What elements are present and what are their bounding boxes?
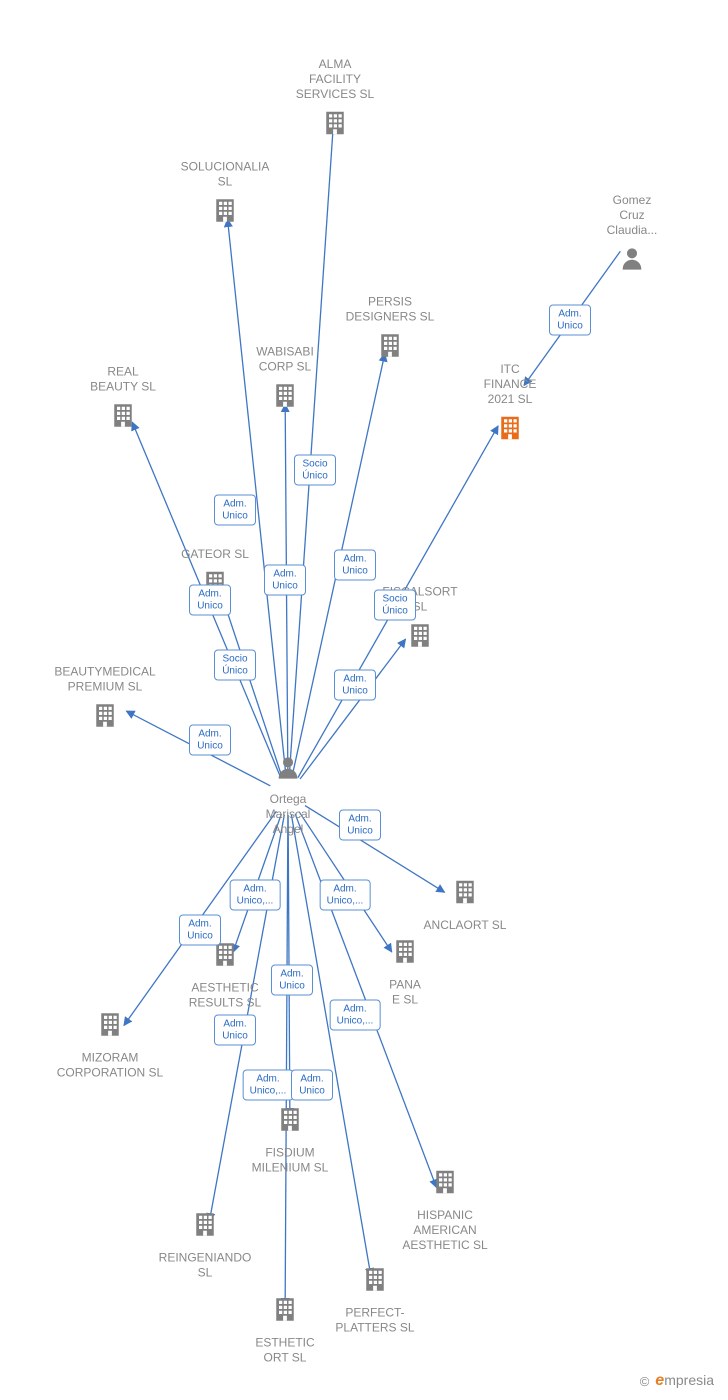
company-icon xyxy=(90,701,120,736)
node-label: Ortega Mariscal Angel xyxy=(228,792,348,837)
edge-label: Socio Único xyxy=(374,590,416,621)
edge-label: Adm. Unico,... xyxy=(330,1000,381,1031)
company-icon xyxy=(390,937,420,972)
node-anclaort[interactable]: ANCLAORT SL xyxy=(405,877,525,933)
copyright-symbol: © xyxy=(640,1374,650,1389)
company-icon xyxy=(450,877,480,912)
company-icon xyxy=(210,196,240,231)
edge-label: Adm. Unico xyxy=(179,915,221,946)
edge-label: Adm. Unico,... xyxy=(230,880,281,911)
node-center[interactable]: Ortega Mariscal Angel xyxy=(228,753,348,837)
edge-label: Adm. Unico xyxy=(189,725,231,756)
edge-line xyxy=(223,598,282,776)
edge-line xyxy=(285,815,288,1306)
node-beautymed[interactable]: BEAUTYMEDICAL PREMIUM SL xyxy=(45,665,165,736)
node-label: SOLUCIONALIA SL xyxy=(165,160,285,190)
node-realbeauty[interactable]: REAL BEAUTY SL xyxy=(63,365,183,436)
node-wabisabi[interactable]: WABISABI CORP SL xyxy=(225,345,345,416)
company-icon xyxy=(190,1210,220,1245)
company-icon xyxy=(270,1295,300,1330)
node-fisdium[interactable]: FISDIUM MILENIUM SL xyxy=(230,1105,350,1176)
node-label: BEAUTYMEDICAL PREMIUM SL xyxy=(45,665,165,695)
node-reingeniando[interactable]: REINGENIANDO SL xyxy=(145,1210,265,1281)
company-icon xyxy=(375,331,405,366)
node-solucionalia[interactable]: SOLUCIONALIA SL xyxy=(165,160,285,231)
edge-label: Adm. Unico xyxy=(291,1070,333,1101)
brand-rest: mpresia xyxy=(664,1372,714,1388)
company-icon xyxy=(270,381,300,416)
company-icon xyxy=(405,621,435,656)
company-icon xyxy=(320,108,350,143)
edge-label: Adm. Unico xyxy=(334,550,376,581)
node-itc[interactable]: ITC FINANCE 2021 SL xyxy=(450,362,570,448)
node-gomez[interactable]: Gomez Cruz Claudia... xyxy=(572,193,692,277)
node-label: PERFECT- PLATTERS SL xyxy=(315,1306,435,1336)
company-icon xyxy=(95,1010,125,1045)
node-label: REAL BEAUTY SL xyxy=(63,365,183,395)
edge-label: Adm. Unico xyxy=(271,965,313,996)
edge-label: Socio Único xyxy=(294,455,336,486)
edge-label: Socio Único xyxy=(214,650,256,681)
node-label: ITC FINANCE 2021 SL xyxy=(450,362,570,407)
node-hispanadrive[interactable]: PANA E SL xyxy=(345,937,465,1008)
edge-label: Adm. Unico xyxy=(334,670,376,701)
company-icon xyxy=(360,1265,390,1300)
brand-e: e xyxy=(655,1372,664,1389)
node-label: HISPANIC AMERICAN AESTHETIC SL xyxy=(385,1208,505,1253)
node-label: REINGENIANDO SL xyxy=(145,1251,265,1281)
node-label: ESTHETIC ORT SL xyxy=(225,1336,345,1366)
node-label: PERSIS DESIGNERS SL xyxy=(330,295,450,325)
edge-label: Adm. Unico xyxy=(339,810,381,841)
node-label: GATEOR SL xyxy=(155,547,275,562)
node-aesthetic[interactable]: AESTHETIC RESULTS SL xyxy=(165,940,285,1011)
node-label: ANCLAORT SL xyxy=(405,918,525,933)
edge-label: Adm. Unico xyxy=(214,1015,256,1046)
person-icon xyxy=(274,753,302,786)
edge-label: Adm. Unico,... xyxy=(243,1070,294,1101)
node-label: WABISABI CORP SL xyxy=(225,345,345,375)
company-icon xyxy=(108,401,138,436)
edge-label: Adm. Unico xyxy=(549,305,591,336)
edge-label: Adm. Unico,... xyxy=(320,880,371,911)
node-perfect[interactable]: PERFECT- PLATTERS SL xyxy=(315,1265,435,1336)
copyright: © empresia xyxy=(640,1372,714,1390)
edge-label: Adm. Unico xyxy=(189,585,231,616)
company-icon xyxy=(430,1167,460,1202)
company-icon xyxy=(495,413,525,448)
node-label: Gomez Cruz Claudia... xyxy=(572,193,692,238)
node-alma[interactable]: ALMA FACILITY SERVICES SL xyxy=(275,57,395,143)
node-label: AESTHETIC RESULTS SL xyxy=(165,981,285,1011)
node-persis[interactable]: PERSIS DESIGNERS SL xyxy=(330,295,450,366)
node-label: ALMA FACILITY SERVICES SL xyxy=(275,57,395,102)
edge-label: Adm. Unico xyxy=(264,565,306,596)
node-mizoram[interactable]: MIZORAM CORPORATION SL xyxy=(50,1010,170,1081)
node-label: MIZORAM CORPORATION SL xyxy=(50,1051,170,1081)
node-hispanic[interactable]: HISPANIC AMERICAN AESTHETIC SL xyxy=(385,1167,505,1253)
company-icon xyxy=(275,1105,305,1140)
person-icon xyxy=(618,244,646,277)
edge-line xyxy=(289,124,333,775)
edge-label: Adm. Unico xyxy=(214,495,256,526)
node-label: FISDIUM MILENIUM SL xyxy=(230,1146,350,1176)
